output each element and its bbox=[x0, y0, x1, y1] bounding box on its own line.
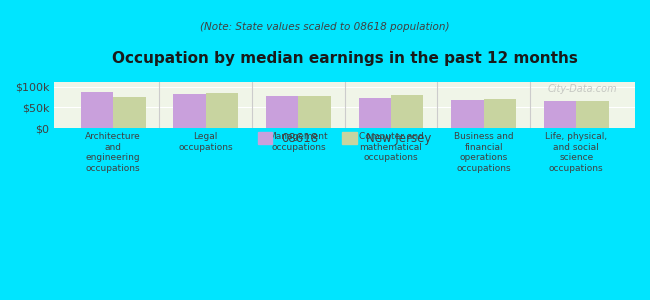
Bar bbox=[206, 94, 238, 128]
Bar bbox=[266, 96, 298, 128]
Bar bbox=[298, 96, 331, 128]
Bar bbox=[359, 98, 391, 128]
Bar bbox=[174, 94, 206, 128]
Bar bbox=[576, 101, 608, 128]
Bar bbox=[451, 100, 484, 128]
Bar bbox=[391, 95, 423, 128]
Bar bbox=[113, 97, 146, 128]
Text: (Note: State values scaled to 08618 population): (Note: State values scaled to 08618 popu… bbox=[200, 22, 450, 32]
Bar bbox=[81, 92, 113, 128]
Legend: 08618, New Jersey: 08618, New Jersey bbox=[254, 128, 436, 150]
Bar bbox=[484, 99, 516, 128]
Title: Occupation by median earnings in the past 12 months: Occupation by median earnings in the pas… bbox=[112, 51, 578, 66]
Text: City-Data.com: City-Data.com bbox=[548, 84, 617, 94]
Bar bbox=[544, 101, 576, 128]
